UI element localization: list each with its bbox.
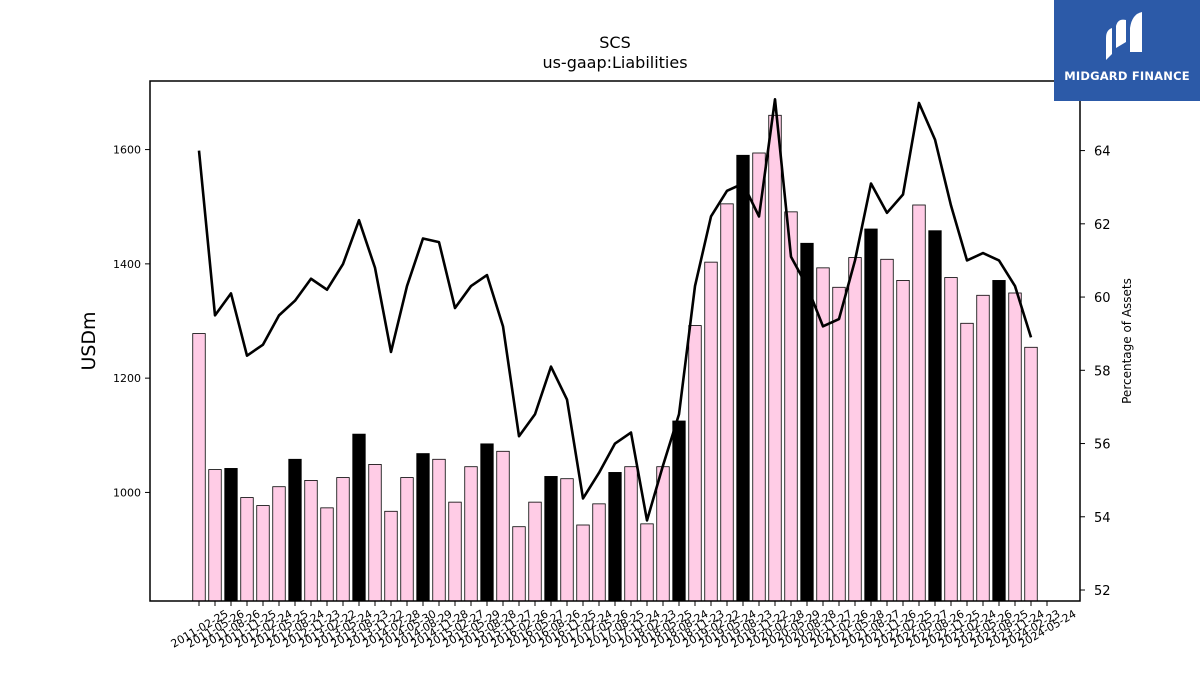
bar: [864, 228, 878, 602]
bar: [496, 450, 510, 602]
y2-tick-label: 56: [1094, 438, 1111, 453]
bar: [768, 114, 782, 602]
bar: [320, 507, 334, 602]
bar: [352, 433, 366, 602]
bar: [928, 230, 942, 602]
bar-series: [192, 114, 1038, 602]
bar: [896, 280, 910, 602]
logo-mark-icon: [1106, 12, 1142, 60]
bar: [448, 501, 462, 602]
bar: [224, 468, 238, 602]
chart-title: SCS: [599, 33, 630, 52]
bar: [256, 505, 270, 602]
y2-tick-label: 64: [1094, 145, 1111, 160]
bar: [912, 204, 926, 602]
y-axis-right: 52 54 56 58 60 62 64: [1080, 145, 1111, 599]
bar: [288, 458, 302, 602]
bar: [688, 325, 702, 602]
bar: [624, 466, 638, 602]
y2-tick-label: 62: [1094, 218, 1111, 233]
bar: [848, 257, 862, 602]
y-tick-label: 1200: [113, 372, 141, 385]
bar: [192, 333, 206, 602]
bar: [1024, 346, 1038, 602]
y2-tick-label: 58: [1094, 364, 1111, 379]
bar: [640, 523, 654, 602]
bar: [464, 466, 478, 602]
bar: [272, 486, 286, 602]
bar: [368, 464, 382, 602]
line-series: [197, 98, 1033, 522]
bar: [528, 501, 542, 602]
bar: [656, 466, 670, 602]
bar: [880, 258, 894, 602]
bar: [240, 497, 254, 602]
bar: [992, 280, 1006, 602]
y2-axis-label: Percentage of Assets: [1120, 278, 1134, 404]
y-tick-label: 1000: [113, 486, 141, 499]
y-tick-label: 1400: [113, 258, 141, 271]
bar: [720, 203, 734, 602]
y2-tick-label: 52: [1094, 584, 1111, 599]
brand-logo: MIDGARD FINANCE: [1054, 0, 1200, 101]
bar: [544, 476, 558, 602]
y-axis-label: USDm: [78, 311, 100, 370]
bar: [672, 420, 686, 602]
x-axis: 2011-02-252011-05-262011-08-262011-11-25…: [169, 601, 1079, 651]
bar: [976, 294, 990, 602]
bar: [336, 477, 350, 602]
y2-tick-label: 54: [1094, 511, 1111, 526]
chart-subtitle: us-gaap:Liabilities: [542, 53, 687, 72]
bar: [944, 277, 958, 602]
pct-assets-line: [197, 98, 1033, 522]
bar: [736, 154, 750, 602]
y-tick-label: 1600: [113, 144, 141, 157]
bar: [432, 458, 446, 602]
bar: [208, 469, 222, 602]
y2-tick-label: 60: [1094, 291, 1111, 306]
bar: [576, 524, 590, 602]
bar: [784, 211, 798, 602]
bar: [752, 152, 766, 602]
bar: [480, 443, 494, 602]
y-axis-left: 1000 1200 1400 1600: [113, 144, 150, 499]
bar: [384, 510, 398, 602]
bar: [400, 477, 414, 602]
bar: [416, 453, 430, 602]
bar: [304, 480, 318, 602]
bar: [960, 322, 974, 602]
bar: [832, 286, 846, 602]
bar: [704, 261, 718, 602]
bar: [560, 478, 574, 602]
bar: [512, 526, 526, 602]
bar: [608, 472, 622, 602]
bar: [1008, 292, 1022, 602]
bar: [592, 503, 606, 602]
logo-text: MIDGARD FINANCE: [1064, 69, 1190, 83]
